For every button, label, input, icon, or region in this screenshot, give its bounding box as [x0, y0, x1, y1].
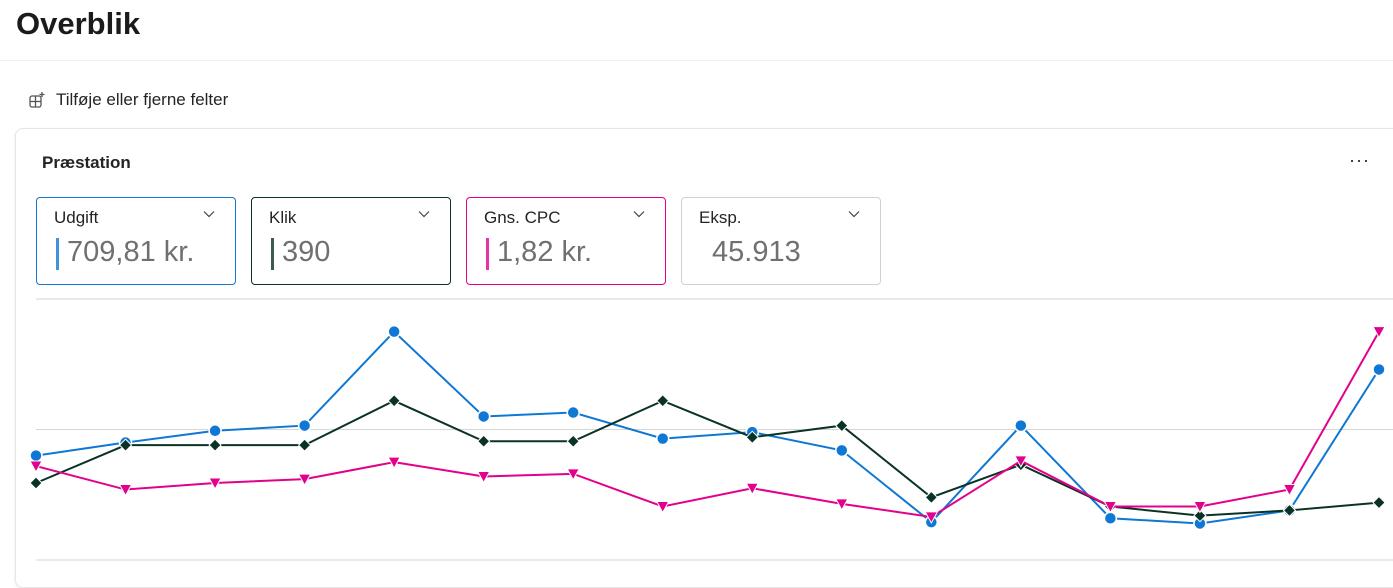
- data-point-gns-cpc: [1193, 500, 1207, 514]
- metric-value: 390: [282, 236, 331, 268]
- series-line-gns-cpc: [35, 331, 1380, 518]
- data-point-klik: [118, 438, 133, 452]
- data-point-gns-cpc: [924, 511, 939, 524]
- data-point-klik: [387, 394, 401, 408]
- metric-label: Eksp.: [699, 208, 742, 227]
- series-marker-icon: [486, 238, 489, 270]
- data-point-gns-cpc: [29, 460, 43, 474]
- data-point-klik: [1193, 508, 1207, 523]
- series-marker-icon: [271, 238, 274, 270]
- divider: [0, 60, 1393, 61]
- data-point-udgift: [208, 424, 222, 438]
- series-line-udgift: [35, 330, 1380, 525]
- metric-tile-eksp[interactable]: Eksp. 45.913: [681, 197, 881, 285]
- data-point-udgift: [387, 324, 401, 339]
- series-line-klik: [35, 399, 1380, 517]
- data-point-gns-cpc: [387, 456, 401, 470]
- page-title: Overblik: [16, 6, 141, 41]
- data-point-klik: [297, 438, 312, 452]
- performance-chart: [29, 298, 1393, 561]
- data-point-gns-cpc: [297, 473, 312, 487]
- data-point-klik: [745, 430, 759, 445]
- metric-label: Gns. CPC: [484, 208, 561, 227]
- series-marker-icon: [56, 238, 59, 270]
- metric-value: 1,82 kr.: [497, 236, 593, 268]
- metric-tile-udgift[interactable]: Udgift 709,81 kr.: [36, 197, 236, 285]
- data-point-klik: [924, 490, 939, 505]
- metric-tile-klik[interactable]: Klik 390: [251, 197, 451, 285]
- add-grid-icon: [29, 92, 45, 108]
- chevron-down-icon[interactable]: [848, 208, 860, 220]
- chevron-down-icon[interactable]: [203, 208, 215, 220]
- data-point-klik: [566, 434, 580, 448]
- data-point-klik: [656, 394, 670, 408]
- data-point-udgift: [476, 409, 491, 424]
- data-point-gns-cpc: [1282, 484, 1297, 497]
- data-point-gns-cpc: [834, 498, 849, 511]
- data-point-klik: [835, 418, 849, 433]
- data-point-gns-cpc: [118, 484, 133, 497]
- data-point-klik: [1282, 503, 1297, 518]
- data-point-klik: [1372, 495, 1386, 510]
- metric-value: 709,81 kr.: [67, 236, 195, 268]
- chevron-down-icon[interactable]: [418, 208, 430, 220]
- data-point-gns-cpc: [566, 468, 581, 481]
- add-remove-fields-label: Tilføje eller fjerne felter: [56, 90, 229, 109]
- data-point-gns-cpc: [1372, 326, 1386, 339]
- data-point-gns-cpc: [1014, 455, 1028, 468]
- metric-label: Udgift: [54, 208, 99, 227]
- data-point-udgift: [835, 443, 849, 458]
- data-point-klik: [476, 434, 491, 448]
- data-point-klik: [208, 438, 222, 452]
- data-point-udgift: [1372, 362, 1386, 377]
- metric-label: Klik: [269, 208, 297, 227]
- data-point-gns-cpc: [655, 500, 670, 514]
- data-point-udgift: [1014, 418, 1028, 433]
- metric-tile-gns-cpc[interactable]: Gns. CPC 1,82 kr.: [466, 197, 666, 285]
- metric-value: 45.913: [712, 236, 801, 268]
- data-point-udgift: [1103, 511, 1118, 525]
- data-point-udgift: [566, 405, 580, 420]
- data-point-klik: [29, 476, 43, 490]
- data-point-udgift: [297, 418, 312, 433]
- data-point-udgift: [655, 431, 670, 446]
- more-options-icon[interactable]: ···: [1349, 150, 1370, 170]
- chevron-down-icon[interactable]: [633, 208, 645, 220]
- data-point-udgift: [29, 448, 43, 463]
- add-remove-fields-button[interactable]: Tilføje eller fjerne felter: [28, 90, 228, 110]
- data-point-gns-cpc: [476, 470, 491, 484]
- card-title: Præstation: [42, 153, 131, 172]
- data-point-gns-cpc: [208, 477, 222, 491]
- data-point-gns-cpc: [745, 482, 760, 496]
- data-point-gns-cpc: [1103, 500, 1118, 514]
